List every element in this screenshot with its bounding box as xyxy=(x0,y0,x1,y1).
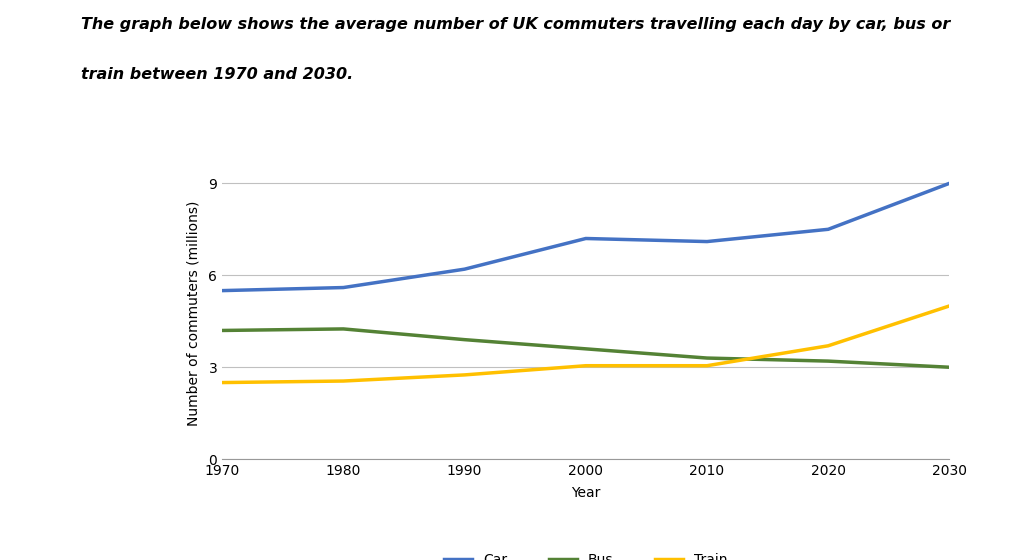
Y-axis label: Number of commuters (millions): Number of commuters (millions) xyxy=(186,201,200,426)
Legend: Car, Bus, Train: Car, Bus, Train xyxy=(438,548,733,560)
Text: train between 1970 and 2030.: train between 1970 and 2030. xyxy=(81,67,354,82)
Text: The graph below shows the average number of UK commuters travelling each day by : The graph below shows the average number… xyxy=(81,17,950,32)
X-axis label: Year: Year xyxy=(571,487,601,501)
